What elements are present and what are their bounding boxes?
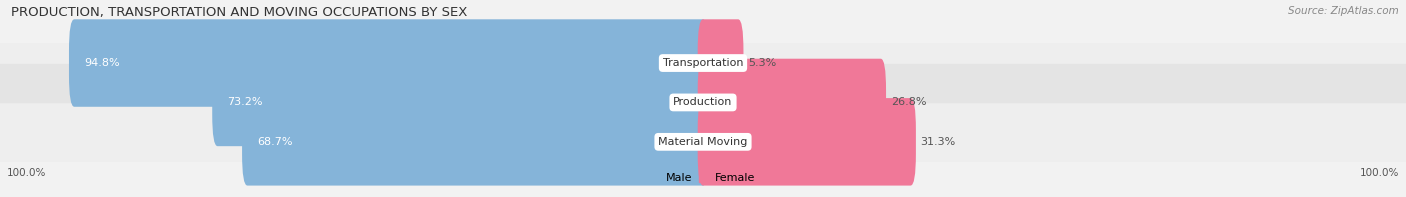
FancyBboxPatch shape bbox=[0, 103, 1406, 180]
Legend: Male, Female: Male, Female bbox=[647, 168, 759, 188]
Text: Material Moving: Material Moving bbox=[658, 137, 748, 147]
Text: Production: Production bbox=[673, 98, 733, 107]
FancyBboxPatch shape bbox=[0, 24, 1406, 102]
FancyBboxPatch shape bbox=[697, 59, 886, 146]
Text: 73.2%: 73.2% bbox=[228, 98, 263, 107]
FancyBboxPatch shape bbox=[0, 64, 1406, 141]
FancyBboxPatch shape bbox=[212, 59, 709, 146]
Text: 100.0%: 100.0% bbox=[7, 168, 46, 178]
FancyBboxPatch shape bbox=[242, 98, 709, 186]
Text: 100.0%: 100.0% bbox=[1360, 168, 1399, 178]
Text: 94.8%: 94.8% bbox=[84, 58, 120, 68]
Text: 26.8%: 26.8% bbox=[890, 98, 927, 107]
Text: 5.3%: 5.3% bbox=[748, 58, 776, 68]
Text: 68.7%: 68.7% bbox=[257, 137, 292, 147]
Text: PRODUCTION, TRANSPORTATION AND MOVING OCCUPATIONS BY SEX: PRODUCTION, TRANSPORTATION AND MOVING OC… bbox=[11, 6, 468, 19]
Text: Transportation: Transportation bbox=[662, 58, 744, 68]
FancyBboxPatch shape bbox=[697, 19, 744, 107]
Text: 31.3%: 31.3% bbox=[921, 137, 956, 147]
FancyBboxPatch shape bbox=[69, 19, 709, 107]
Text: Source: ZipAtlas.com: Source: ZipAtlas.com bbox=[1288, 6, 1399, 16]
FancyBboxPatch shape bbox=[697, 98, 915, 186]
